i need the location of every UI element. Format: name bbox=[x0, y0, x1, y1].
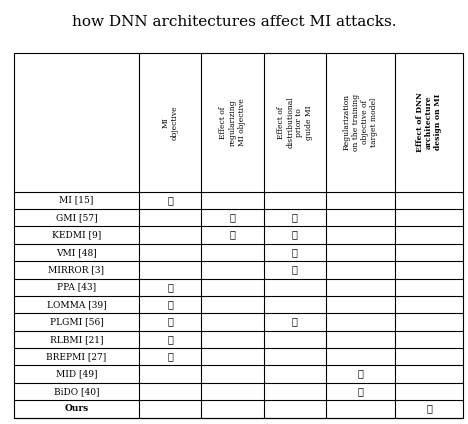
Text: GMI [57]: GMI [57] bbox=[56, 213, 97, 222]
Text: PPA [43]: PPA [43] bbox=[57, 283, 96, 292]
Text: MI [15]: MI [15] bbox=[59, 196, 94, 205]
Text: ✓: ✓ bbox=[292, 213, 298, 222]
Bar bbox=[14, 53, 463, 418]
Text: BiDO [40]: BiDO [40] bbox=[54, 387, 99, 396]
Text: ✓: ✓ bbox=[167, 352, 173, 361]
Text: MID [49]: MID [49] bbox=[56, 370, 97, 379]
Text: ✓: ✓ bbox=[292, 248, 298, 257]
Text: ✓: ✓ bbox=[167, 300, 173, 309]
Text: KEDMI [9]: KEDMI [9] bbox=[52, 231, 101, 240]
Text: ✓: ✓ bbox=[229, 231, 235, 240]
Text: ✓: ✓ bbox=[167, 318, 173, 326]
Text: ✓: ✓ bbox=[426, 404, 432, 413]
Text: MIRROR [3]: MIRROR [3] bbox=[49, 265, 104, 274]
Text: ✓: ✓ bbox=[358, 370, 363, 379]
Text: ✓: ✓ bbox=[292, 231, 298, 240]
Text: Effect of
regularizing
MI objective: Effect of regularizing MI objective bbox=[219, 98, 246, 146]
Text: ✓: ✓ bbox=[167, 335, 173, 344]
Text: RLBMI [21]: RLBMI [21] bbox=[50, 335, 103, 344]
Text: VMI [48]: VMI [48] bbox=[56, 248, 97, 257]
Text: Regularization
on the training
objective of
target model: Regularization on the training objective… bbox=[343, 94, 378, 151]
Text: ✓: ✓ bbox=[292, 318, 298, 326]
Text: ✓: ✓ bbox=[358, 387, 363, 396]
Text: ✓: ✓ bbox=[167, 283, 173, 292]
Text: LOMMA [39]: LOMMA [39] bbox=[47, 300, 106, 309]
Text: Effect of DNN
architecture
design on MI: Effect of DNN architecture design on MI bbox=[416, 92, 442, 152]
Text: Effect of
distributional
prior to
guide MI: Effect of distributional prior to guide … bbox=[277, 97, 313, 148]
Text: ✓: ✓ bbox=[292, 265, 298, 274]
Text: Ours: Ours bbox=[65, 404, 88, 413]
Text: how DNN architectures affect MI attacks.: how DNN architectures affect MI attacks. bbox=[72, 15, 396, 29]
Text: MI
objective: MI objective bbox=[161, 105, 179, 139]
Text: PLGMI [56]: PLGMI [56] bbox=[50, 318, 103, 326]
Text: ✓: ✓ bbox=[229, 213, 235, 222]
Text: ✓: ✓ bbox=[167, 196, 173, 205]
Text: BREPMI [27]: BREPMI [27] bbox=[46, 352, 107, 361]
